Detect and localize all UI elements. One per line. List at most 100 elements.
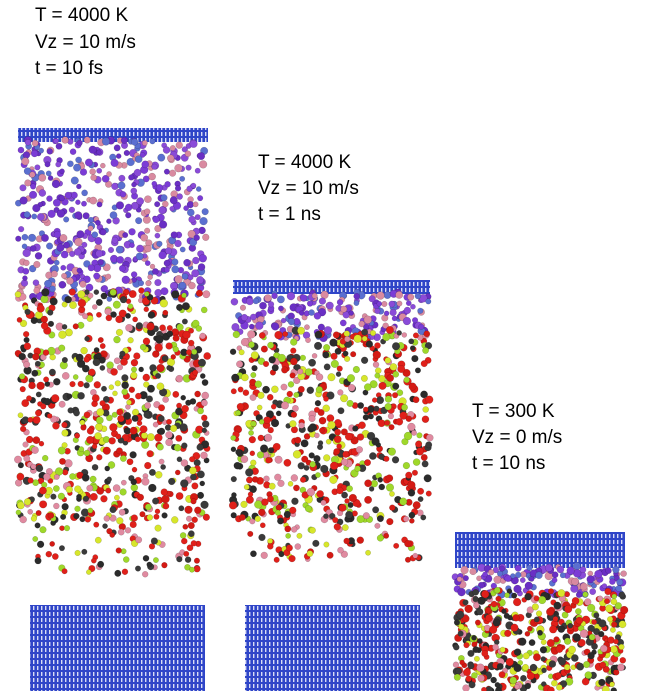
atom bbox=[176, 304, 183, 311]
atom bbox=[200, 333, 206, 339]
atom bbox=[152, 181, 157, 186]
atom bbox=[300, 295, 307, 302]
atom bbox=[28, 509, 33, 514]
atom bbox=[264, 295, 271, 302]
atom bbox=[152, 268, 158, 274]
atom bbox=[170, 196, 178, 204]
atom bbox=[300, 477, 306, 483]
atom bbox=[328, 373, 336, 381]
atom bbox=[258, 509, 265, 516]
atom bbox=[202, 421, 209, 428]
atom bbox=[564, 605, 572, 613]
atom bbox=[83, 212, 90, 219]
atom bbox=[236, 361, 243, 368]
atom bbox=[263, 476, 269, 482]
atom bbox=[33, 416, 41, 424]
atom bbox=[314, 433, 319, 438]
atom bbox=[283, 331, 288, 336]
atom bbox=[18, 147, 24, 153]
atom bbox=[610, 682, 615, 687]
atom bbox=[388, 413, 394, 419]
atom bbox=[252, 365, 258, 371]
atom bbox=[42, 455, 48, 461]
atom bbox=[74, 433, 79, 438]
atom bbox=[463, 685, 470, 691]
atom bbox=[493, 619, 501, 627]
atom bbox=[404, 540, 411, 547]
atom bbox=[392, 316, 397, 321]
atom bbox=[264, 434, 272, 442]
atom bbox=[286, 545, 293, 552]
atom bbox=[549, 660, 556, 667]
atom bbox=[125, 204, 132, 211]
atom bbox=[97, 561, 104, 568]
atom bbox=[179, 506, 185, 512]
atom bbox=[114, 336, 121, 343]
atom bbox=[377, 515, 384, 522]
atom bbox=[79, 447, 84, 452]
atom bbox=[415, 441, 422, 448]
atom bbox=[419, 324, 425, 330]
atom bbox=[19, 374, 25, 380]
atom bbox=[267, 538, 272, 543]
atom bbox=[422, 416, 429, 423]
atom bbox=[364, 459, 371, 466]
atom bbox=[30, 245, 36, 251]
atom bbox=[460, 660, 465, 665]
atom bbox=[182, 302, 190, 310]
atom bbox=[150, 264, 155, 269]
atom bbox=[362, 336, 367, 341]
atom bbox=[298, 386, 304, 392]
atom bbox=[59, 401, 65, 407]
atom bbox=[141, 234, 148, 241]
atom bbox=[231, 512, 237, 518]
atom bbox=[47, 148, 53, 154]
atom bbox=[514, 649, 521, 656]
atom bbox=[77, 140, 83, 146]
atom bbox=[200, 481, 205, 486]
atom bbox=[259, 534, 266, 541]
atom bbox=[323, 405, 330, 412]
atom bbox=[261, 552, 268, 559]
atom bbox=[504, 630, 511, 637]
atom bbox=[131, 515, 138, 522]
atom bbox=[51, 394, 59, 402]
atom bbox=[46, 551, 52, 557]
atom bbox=[426, 491, 432, 497]
atom bbox=[496, 596, 502, 602]
atom bbox=[344, 538, 350, 544]
figure: T = 4000 K Vz = 10 m/s t = 10 fs T = 400… bbox=[0, 0, 656, 691]
atom bbox=[33, 261, 40, 268]
atom bbox=[136, 198, 143, 205]
atom bbox=[16, 510, 21, 515]
atom bbox=[454, 620, 460, 626]
atom bbox=[81, 347, 88, 354]
atom bbox=[197, 444, 204, 451]
atom bbox=[583, 592, 588, 597]
atom bbox=[136, 245, 143, 252]
atom bbox=[113, 485, 120, 492]
atom bbox=[422, 461, 429, 468]
atom bbox=[108, 247, 114, 253]
atom bbox=[116, 316, 123, 323]
atom bbox=[180, 423, 188, 431]
atom bbox=[576, 592, 582, 598]
atom bbox=[77, 291, 85, 299]
atom bbox=[375, 308, 381, 314]
atom bbox=[365, 550, 370, 555]
atom bbox=[619, 592, 625, 598]
atom bbox=[200, 452, 207, 459]
atom bbox=[125, 212, 131, 218]
atom bbox=[120, 296, 127, 303]
atom bbox=[397, 301, 402, 306]
atom bbox=[478, 597, 486, 605]
atom bbox=[161, 489, 168, 496]
atom bbox=[89, 146, 97, 154]
atom bbox=[101, 495, 108, 502]
atom bbox=[248, 342, 254, 348]
atom bbox=[337, 299, 343, 305]
atom bbox=[123, 412, 130, 419]
atom bbox=[545, 564, 552, 571]
atom bbox=[84, 336, 89, 341]
atom bbox=[191, 349, 197, 355]
